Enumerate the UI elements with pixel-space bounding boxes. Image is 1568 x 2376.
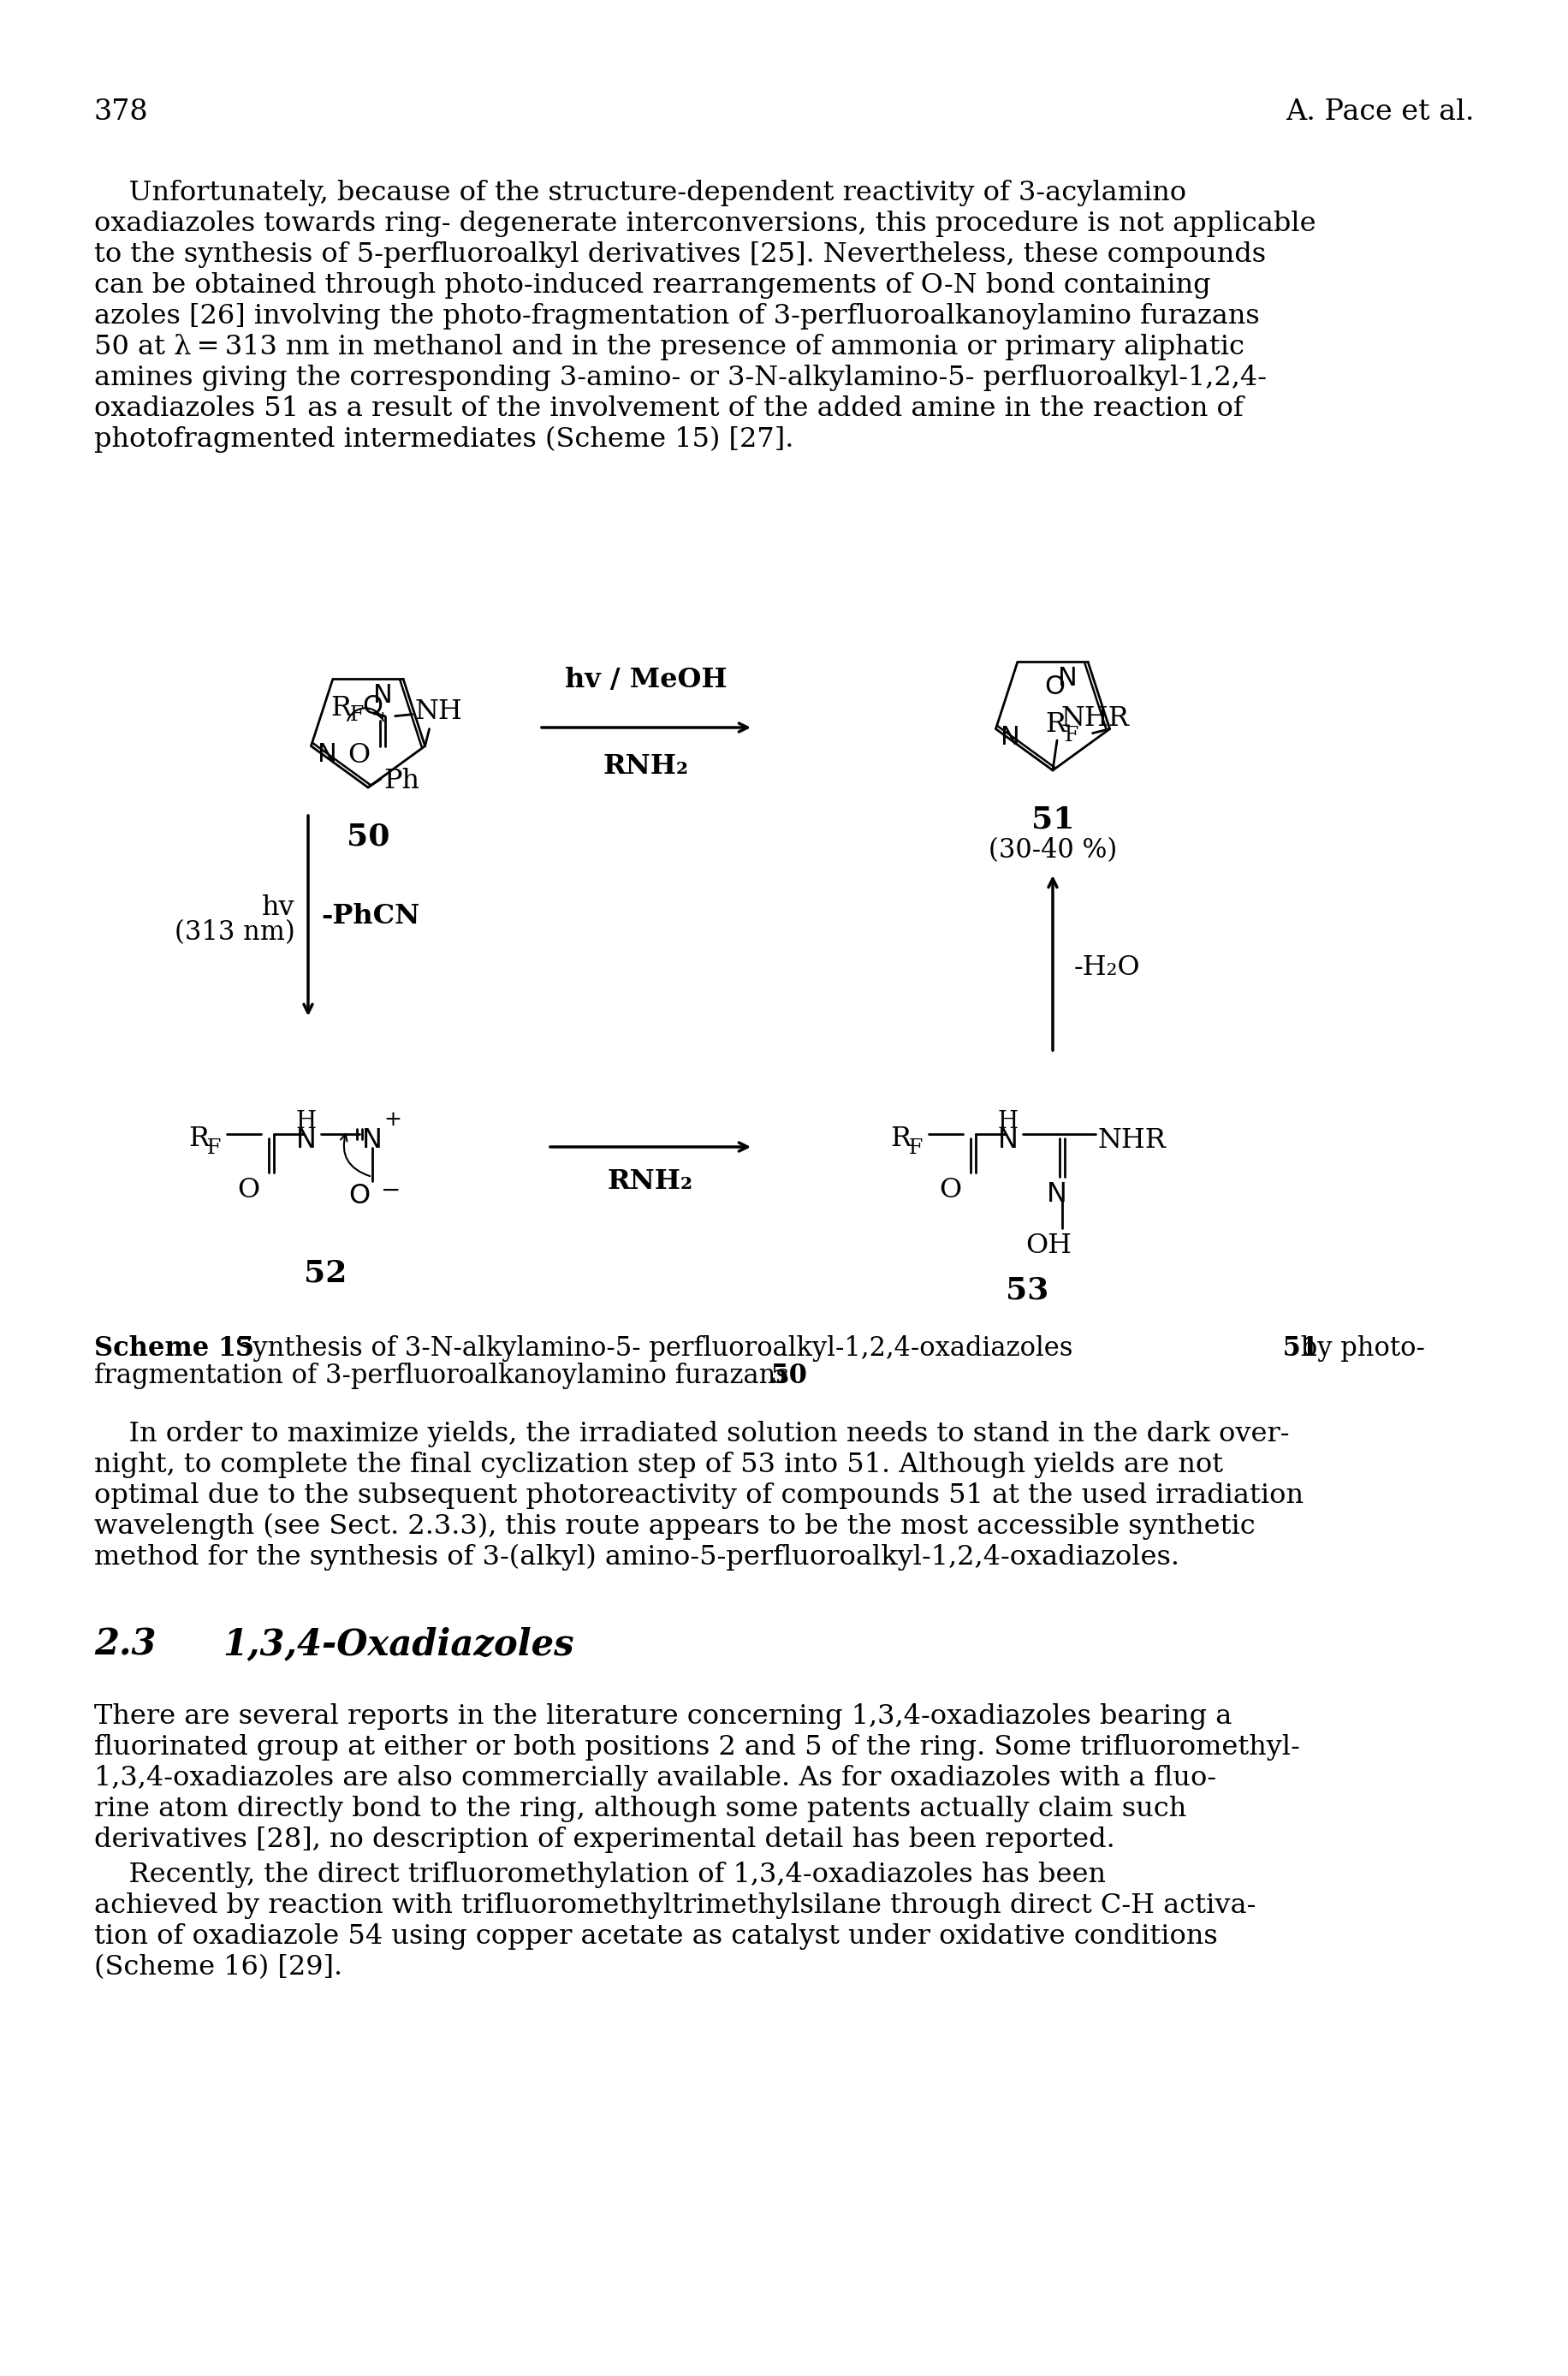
Text: to the synthesis of 5-perfluoroalkyl derivatives [25]. Nevertheless, these compo: to the synthesis of 5-perfluoroalkyl der… <box>94 242 1265 268</box>
Text: Scheme 15: Scheme 15 <box>94 1335 254 1361</box>
Text: +: + <box>383 1110 401 1131</box>
Text: 1,3,4-oxadiazoles are also commercially available. As for oxadiazoles with a flu: 1,3,4-oxadiazoles are also commercially … <box>94 1765 1215 1792</box>
Text: optimal due to the subsequent photoreactivity of compounds 51 at the used irradi: optimal due to the subsequent photoreact… <box>94 1483 1303 1509</box>
Text: R: R <box>1044 710 1066 739</box>
Text: method for the synthesis of 3-(alkyl) amino-5-perfluoroalkyl-1,2,4-oxadiazoles.: method for the synthesis of 3-(alkyl) am… <box>94 1544 1179 1571</box>
Text: NHR: NHR <box>1098 1126 1167 1155</box>
Text: F: F <box>350 706 364 725</box>
Text: O: O <box>938 1176 961 1202</box>
Text: 1,3,4-Oxadiazoles: 1,3,4-Oxadiazoles <box>223 1625 574 1663</box>
Text: Unfortunately, because of the structure-dependent reactivity of 3-acylamino: Unfortunately, because of the structure-… <box>94 181 1185 207</box>
Text: can be obtained through photo-induced rearrangements of O-N bond containing: can be obtained through photo-induced re… <box>94 273 1210 299</box>
Text: In order to maximize yields, the irradiated solution needs to stand in the dark : In order to maximize yields, the irradia… <box>94 1421 1289 1447</box>
Text: N: N <box>997 1126 1018 1155</box>
Text: A. Pace et al.: A. Pace et al. <box>1286 97 1474 126</box>
Text: rine atom directly bond to the ring, although some patents actually claim such: rine atom directly bond to the ring, alt… <box>94 1796 1185 1822</box>
Text: O: O <box>348 1183 370 1209</box>
Text: amines giving the corresponding 3-amino- or 3-N-alkylamino-5- perfluoroalkyl-1,2: amines giving the corresponding 3-amino-… <box>94 364 1265 392</box>
Text: N: N <box>373 684 392 708</box>
Text: hv / MeOH: hv / MeOH <box>564 668 728 694</box>
Text: H: H <box>296 1110 317 1133</box>
Text: O: O <box>348 741 370 767</box>
Text: N: N <box>1000 725 1019 748</box>
Text: derivatives [28], no description of experimental detail has been reported.: derivatives [28], no description of expe… <box>94 1827 1115 1853</box>
Text: 51: 51 <box>1273 1335 1319 1361</box>
Text: 52: 52 <box>304 1259 347 1288</box>
Text: (313 nm): (313 nm) <box>174 920 295 946</box>
Text: O: O <box>362 694 383 720</box>
Text: 53: 53 <box>1005 1276 1047 1304</box>
Text: R: R <box>188 1126 209 1152</box>
Text: achieved by reaction with trifluoromethyltrimethylsilane through direct C-H acti: achieved by reaction with trifluoromethy… <box>94 1891 1256 1920</box>
Text: R: R <box>331 694 351 722</box>
Text: N: N <box>1046 1181 1066 1207</box>
Text: 2.3: 2.3 <box>94 1625 157 1663</box>
Text: hv: hv <box>262 893 295 920</box>
Text: (Scheme 16) [29].: (Scheme 16) [29]. <box>94 1953 342 1982</box>
Text: F: F <box>207 1138 221 1157</box>
Text: 50: 50 <box>347 822 389 851</box>
Text: 50: 50 <box>762 1361 806 1390</box>
Text: oxadiazoles towards ring- degenerate interconversions, this procedure is not app: oxadiazoles towards ring- degenerate int… <box>94 211 1316 238</box>
Text: NH: NH <box>414 699 463 725</box>
Text: Recently, the direct trifluoromethylation of 1,3,4-oxadiazoles has been: Recently, the direct trifluoromethylatio… <box>94 1863 1105 1889</box>
Text: 50 at λ = 313 nm in methanol and in the presence of ammonia or primary aliphatic: 50 at λ = 313 nm in methanol and in the … <box>94 333 1243 361</box>
Text: fragmentation of 3-perfluoroalkanoylamino furazans: fragmentation of 3-perfluoroalkanoylamin… <box>94 1361 789 1390</box>
Text: −: − <box>381 1178 400 1202</box>
Text: H: H <box>997 1110 1018 1133</box>
Text: (30-40 %): (30-40 %) <box>988 836 1116 862</box>
Text: azoles [26] involving the photo-fragmentation of 3-perfluoroalkanoylamino furaza: azoles [26] involving the photo-fragment… <box>94 304 1259 330</box>
Text: N: N <box>296 1126 317 1155</box>
Text: F: F <box>1063 727 1077 746</box>
Text: O: O <box>237 1176 259 1202</box>
Text: OH: OH <box>1025 1233 1071 1259</box>
Text: N: N <box>362 1126 383 1155</box>
Text: Synthesis of 3-N-alkylamino-5- perfluoroalkyl-1,2,4-oxadiazoles: Synthesis of 3-N-alkylamino-5- perfluoro… <box>218 1335 1073 1361</box>
Text: fluorinated group at either or both positions 2 and 5 of the ring. Some trifluor: fluorinated group at either or both posi… <box>94 1734 1300 1761</box>
Text: Ph: Ph <box>383 767 419 794</box>
Text: -PhCN: -PhCN <box>321 903 419 929</box>
Text: N: N <box>1058 665 1077 691</box>
Text: O: O <box>1044 675 1065 699</box>
Text: oxadiazoles 51 as a result of the involvement of the added amine in the reaction: oxadiazoles 51 as a result of the involv… <box>94 394 1243 423</box>
Text: RNH₂: RNH₂ <box>607 1169 693 1195</box>
Text: 51: 51 <box>1030 805 1074 834</box>
Text: There are several reports in the literature concerning 1,3,4-oxadiazoles bearing: There are several reports in the literat… <box>94 1704 1231 1730</box>
Text: wavelength (see Sect. 2.3.3), this route appears to be the most accessible synth: wavelength (see Sect. 2.3.3), this route… <box>94 1514 1254 1540</box>
Text: 378: 378 <box>94 97 149 126</box>
Text: by photo-: by photo- <box>1292 1335 1424 1361</box>
Text: night, to complete the final cyclization step of 53 into 51. Although yields are: night, to complete the final cyclization… <box>94 1452 1223 1478</box>
Text: F: F <box>908 1138 922 1157</box>
Text: -H₂O: -H₂O <box>1074 953 1140 981</box>
Text: R: R <box>889 1126 911 1152</box>
Text: RNH₂: RNH₂ <box>604 753 688 779</box>
Text: photofragmented intermediates (Scheme 15) [27].: photofragmented intermediates (Scheme 15… <box>94 425 793 454</box>
Text: N: N <box>318 741 337 767</box>
Text: NHR: NHR <box>1060 706 1129 732</box>
Text: tion of oxadiazole 54 using copper acetate as catalyst under oxidative condition: tion of oxadiazole 54 using copper aceta… <box>94 1922 1217 1951</box>
